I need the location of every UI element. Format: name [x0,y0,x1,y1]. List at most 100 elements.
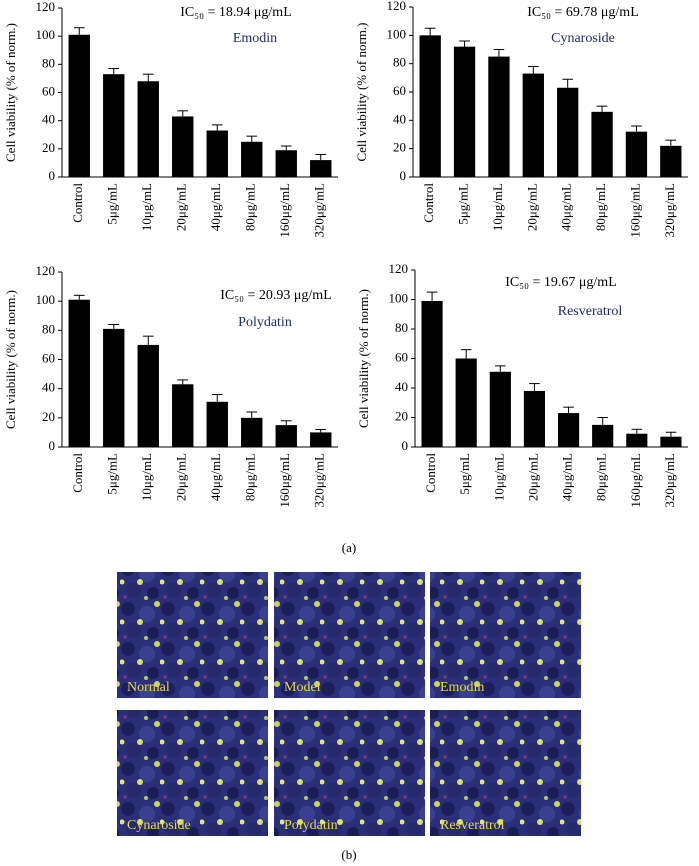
error-bar [315,429,327,433]
x-tick-label: Control [421,183,436,223]
annotation: IC₅₀ = 20.93 μg/mL [220,288,332,303]
y-axis-label: Cell viability (% of norm.) [3,290,18,429]
error-bar [665,139,677,146]
bar [522,73,544,177]
x-tick-label: 5μg/mL [457,453,472,495]
y-tick-label: 0 [49,438,56,453]
error-bar [142,73,154,82]
error-bar [426,291,438,301]
error-bar [211,394,223,402]
image-label: Emodin [440,680,484,695]
bar [172,384,194,447]
x-tick-label: 320μg/mL [662,453,677,508]
error-bar [665,431,677,437]
error-bar [529,383,540,391]
x-tick-label: 160μg/mL [628,453,643,508]
bar [419,35,441,178]
bar [103,74,125,177]
x-tick-label: 20μg/mL [525,453,540,501]
bar [488,56,510,178]
x-tick-label: 40μg/mL [208,453,223,501]
y-tick-label: 80 [393,55,406,70]
error-bar [527,66,539,74]
bar [626,433,648,447]
y-tick-label: 120 [389,261,409,276]
micrograph [117,710,268,836]
x-tick-label: 80μg/mL [243,453,258,501]
bar [592,424,614,447]
image-label: Cynaroside [127,818,191,833]
x-tick-label: 80μg/mL [243,183,258,231]
x-tick-label: 5μg/mL [456,183,471,225]
x-tick-label: 10μg/mL [139,183,154,231]
y-tick-label: 100 [36,292,56,307]
bar [310,432,332,447]
annotation: IC₅₀ = 18.94 μg/mL [180,5,292,20]
error-bar [73,27,85,35]
error-bar [631,428,643,434]
y-tick-label: 120 [36,263,56,278]
error-bar [631,125,642,132]
error-bar [315,153,327,161]
error-bar [460,349,472,359]
micrograph [274,572,425,698]
micrograph [274,710,425,836]
bar [557,87,579,177]
image-label: Polydatin [284,818,338,833]
y-tick-label: 80 [395,320,408,335]
y-tick-label: 40 [395,379,408,394]
bar [523,390,546,447]
error-bar [562,78,574,88]
bar [206,130,228,177]
annotation: IC₅₀ = 69.78 μg/mL [527,5,639,20]
image-label: Resveratrol [440,818,505,833]
bar [103,328,125,447]
x-tick-label: 5μg/mL [105,453,120,495]
error-bar [142,335,154,345]
error-bar [108,324,120,329]
x-tick-label: 160μg/mL [627,183,642,238]
x-tick-label: 20μg/mL [524,183,539,231]
image-label: Model [284,680,321,695]
bar [421,300,443,447]
bar [241,141,263,177]
y-axis-label: Cell viability (% of norm.) [354,22,369,161]
x-tick-label: 10μg/mL [491,453,506,501]
micrograph [430,572,581,698]
bar [310,160,332,177]
error-bar [108,68,120,75]
bar [591,111,613,177]
error-bar [493,49,505,57]
bar [489,371,511,447]
bar [455,358,477,447]
error-bar [177,379,189,385]
bar [557,413,580,447]
y-tick-label: 0 [402,438,409,453]
bar [660,145,682,177]
bar [172,116,194,177]
chart-title: Polydatin [238,315,292,330]
bar [206,401,228,447]
bar [275,150,297,177]
x-tick-label: Control [70,183,85,223]
y-tick-label: 20 [42,140,55,155]
y-axis-label: Cell viability (% of norm.) [356,289,371,428]
x-tick-label: 320μg/mL [312,183,327,238]
error-bar [563,406,574,414]
error-bar [495,365,506,372]
y-tick-label: 100 [387,26,407,41]
y-tick-label: 20 [393,140,406,155]
y-tick-label: 20 [42,409,55,424]
error-bar [424,27,436,36]
error-bar [211,124,223,131]
image-label: Normal [127,680,170,695]
y-tick-label: 40 [42,380,55,395]
y-tick-label: 40 [42,112,55,127]
x-tick-label: 10μg/mL [139,453,154,501]
annotation: IC₅₀ = 19.67 μg/mL [505,275,617,290]
x-tick-label: 40μg/mL [208,183,223,231]
bar [137,344,159,447]
y-tick-label: 40 [393,111,406,126]
error-bar [177,110,189,117]
